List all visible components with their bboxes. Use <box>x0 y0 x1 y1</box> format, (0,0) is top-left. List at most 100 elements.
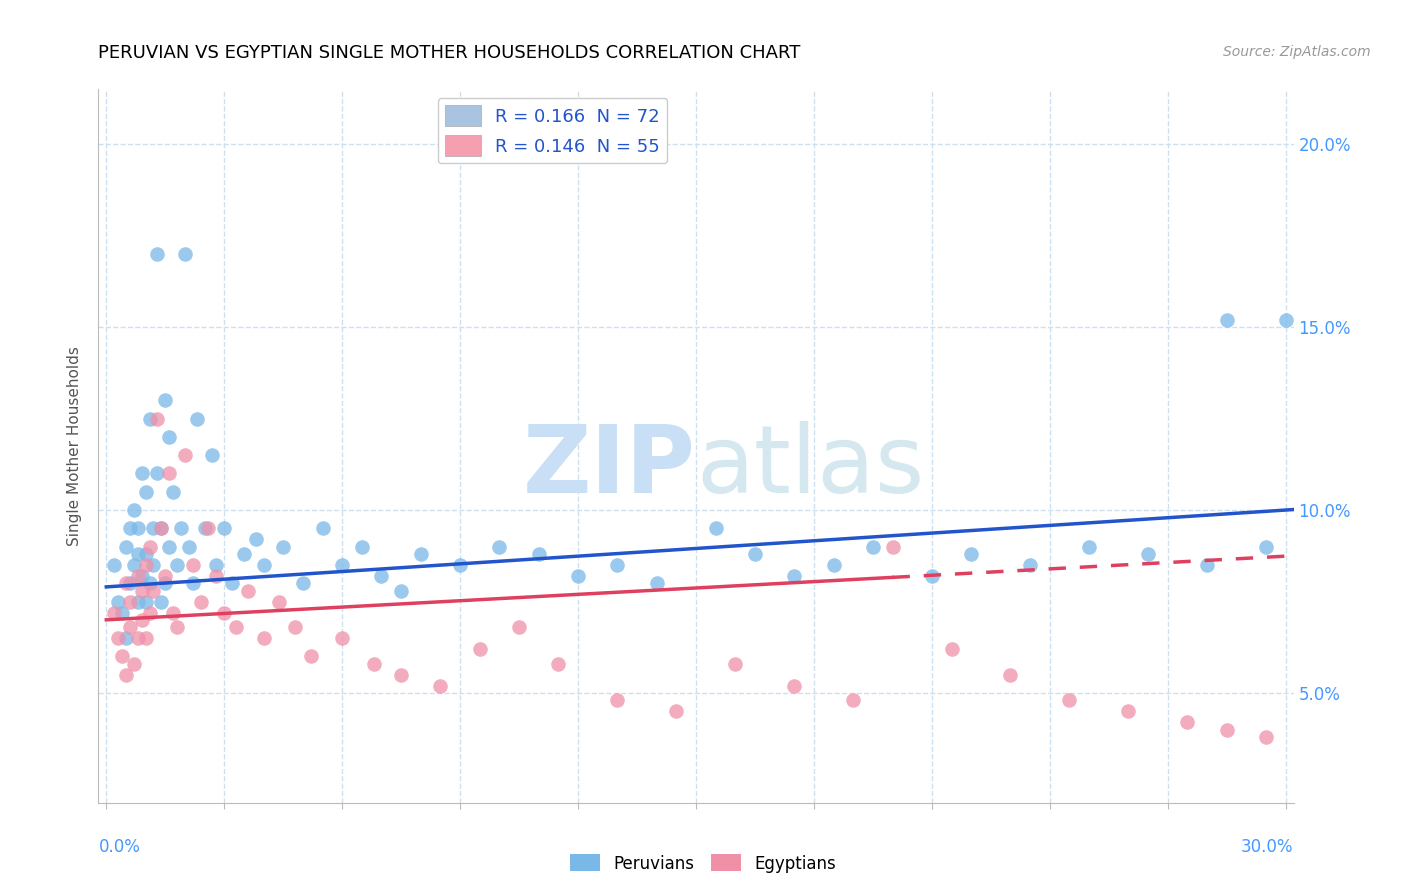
Point <box>177 540 200 554</box>
Point <box>744 547 766 561</box>
Point <box>142 558 165 572</box>
Point <box>221 576 243 591</box>
Text: PERUVIAN VS EGYPTIAN SINGLE MOTHER HOUSEHOLDS CORRELATION CHART: PERUVIAN VS EGYPTIAN SINGLE MOTHER HOUSE… <box>98 45 801 62</box>
Text: 30.0%: 30.0% <box>1241 838 1294 856</box>
Point <box>190 594 212 608</box>
Point <box>166 558 188 572</box>
Point <box>921 569 943 583</box>
Point <box>122 558 145 572</box>
Point <box>142 521 165 535</box>
Point <box>232 547 254 561</box>
Point <box>236 583 259 598</box>
Legend: R = 0.166  N = 72, R = 0.146  N = 55: R = 0.166 N = 72, R = 0.146 N = 55 <box>437 98 668 163</box>
Point <box>181 558 204 572</box>
Point <box>122 503 145 517</box>
Point <box>1177 715 1199 730</box>
Point <box>508 620 530 634</box>
Point <box>186 411 208 425</box>
Text: 0.0%: 0.0% <box>98 838 141 856</box>
Point <box>115 631 138 645</box>
Point <box>135 631 157 645</box>
Point <box>1137 547 1160 561</box>
Point <box>606 558 628 572</box>
Point <box>157 467 180 481</box>
Point <box>201 448 224 462</box>
Point <box>271 540 294 554</box>
Point <box>155 576 177 591</box>
Point <box>131 569 153 583</box>
Point <box>291 576 314 591</box>
Point <box>941 642 963 657</box>
Point <box>107 594 129 608</box>
Point <box>1078 540 1101 554</box>
Point <box>135 594 157 608</box>
Point <box>350 540 373 554</box>
Point <box>724 657 747 671</box>
Point <box>131 583 153 598</box>
Point <box>842 693 865 707</box>
Point <box>118 620 141 634</box>
Point <box>1254 730 1277 744</box>
Point <box>111 649 134 664</box>
Point <box>103 558 125 572</box>
Point <box>882 540 904 554</box>
Point <box>527 547 550 561</box>
Point <box>146 247 169 261</box>
Point <box>205 569 228 583</box>
Point <box>111 606 134 620</box>
Point <box>363 657 385 671</box>
Point <box>138 576 160 591</box>
Point <box>118 521 141 535</box>
Point <box>103 606 125 620</box>
Point <box>1000 667 1022 681</box>
Point <box>157 430 180 444</box>
Point <box>252 631 274 645</box>
Point <box>783 569 806 583</box>
Point <box>118 576 141 591</box>
Point <box>299 649 322 664</box>
Point <box>783 679 806 693</box>
Point <box>174 448 197 462</box>
Point <box>547 657 569 671</box>
Point <box>429 679 451 693</box>
Point <box>245 533 267 547</box>
Point <box>142 583 165 598</box>
Point <box>155 393 177 408</box>
Point <box>135 484 157 499</box>
Point <box>645 576 668 591</box>
Point <box>862 540 884 554</box>
Point <box>193 521 215 535</box>
Point <box>205 558 228 572</box>
Point <box>704 521 727 535</box>
Point <box>284 620 307 634</box>
Legend: Peruvians, Egyptians: Peruvians, Egyptians <box>564 847 842 880</box>
Point <box>1254 540 1277 554</box>
Point <box>135 547 157 561</box>
Point <box>823 558 845 572</box>
Point <box>127 631 149 645</box>
Point <box>150 521 173 535</box>
Point <box>389 583 412 598</box>
Point <box>330 631 353 645</box>
Point <box>606 693 628 707</box>
Point <box>197 521 219 535</box>
Point <box>269 594 291 608</box>
Text: Source: ZipAtlas.com: Source: ZipAtlas.com <box>1223 45 1371 59</box>
Point <box>162 606 184 620</box>
Point <box>181 576 204 591</box>
Point <box>1195 558 1218 572</box>
Point <box>115 576 138 591</box>
Point <box>138 411 160 425</box>
Point <box>488 540 510 554</box>
Point <box>311 521 333 535</box>
Point <box>1059 693 1081 707</box>
Point <box>135 558 157 572</box>
Point <box>127 569 149 583</box>
Point <box>131 467 153 481</box>
Text: atlas: atlas <box>696 421 924 514</box>
Point <box>127 547 149 561</box>
Point <box>567 569 589 583</box>
Point <box>170 521 193 535</box>
Point <box>127 594 149 608</box>
Point <box>146 467 169 481</box>
